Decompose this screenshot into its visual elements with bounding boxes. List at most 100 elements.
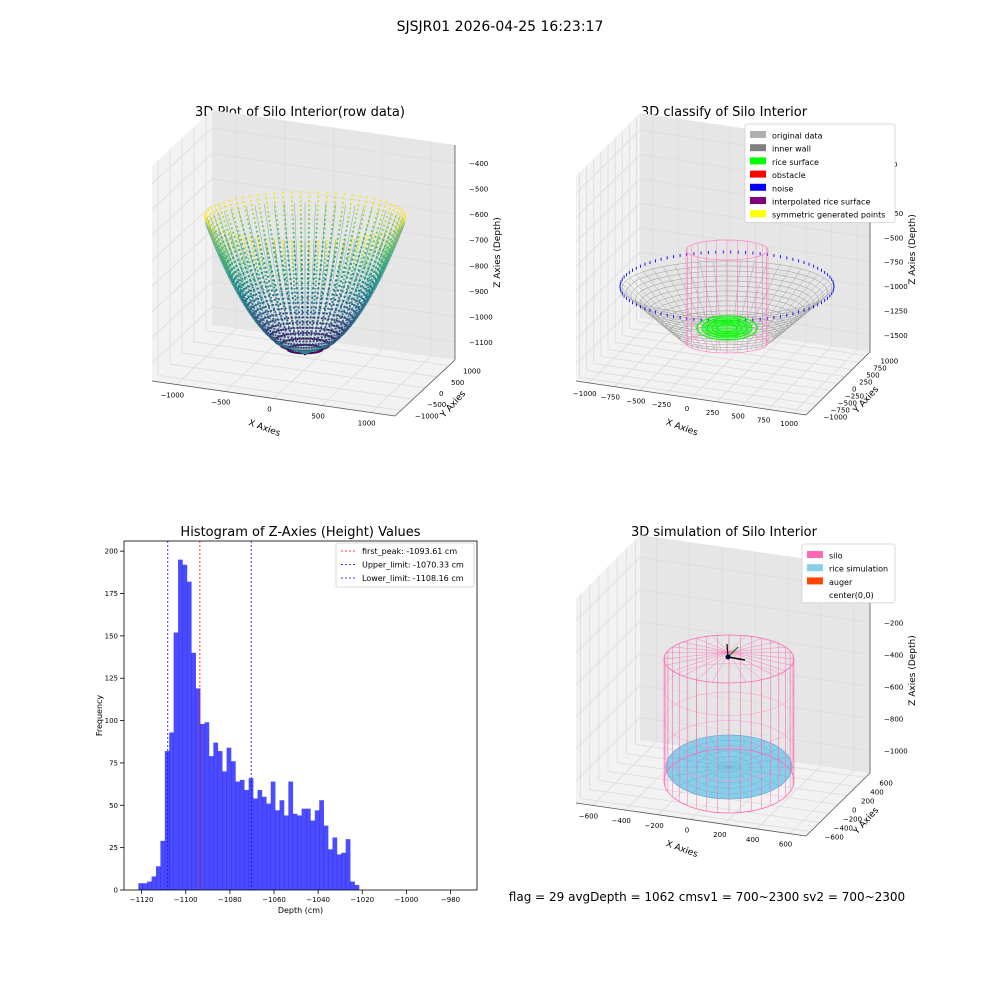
p1-point	[346, 284, 349, 287]
p1-point	[342, 197, 345, 200]
p3-x-tick-label: −1060	[262, 896, 286, 904]
p1-point	[261, 225, 264, 228]
p1-point	[346, 263, 349, 266]
p3-histogram-bar	[306, 808, 311, 890]
p1-point	[262, 288, 265, 291]
p4-y-grid	[580, 798, 811, 832]
p4-silo-roof-line	[672, 651, 730, 672]
p1-point	[325, 200, 328, 203]
p1-point	[336, 242, 339, 245]
p1-point	[301, 311, 304, 314]
p1-point	[307, 227, 310, 230]
p4-legend-box	[801, 543, 896, 604]
p1-point	[268, 326, 271, 329]
p1-point	[366, 243, 369, 246]
p1-meridian	[273, 203, 306, 355]
p1-point	[275, 214, 278, 217]
p1-point	[313, 295, 316, 298]
p1-point	[355, 294, 358, 297]
p1-point	[398, 213, 401, 216]
p1-point	[264, 238, 267, 241]
p3-histogram-bar	[147, 881, 152, 890]
p1-point	[250, 204, 253, 207]
p2-y-tick-label: −1000	[824, 414, 848, 422]
p3-y-tick-label: 100	[105, 717, 118, 725]
p1-point	[272, 294, 275, 297]
p1-point	[317, 338, 320, 341]
p2-x-tick-label: 500	[731, 413, 744, 421]
p1-point	[328, 302, 331, 306]
p4-rice-mesh-spoke	[709, 766, 730, 798]
p1-point	[261, 284, 264, 287]
p1-point	[365, 260, 368, 263]
p1-point	[267, 252, 270, 255]
p1-point	[373, 221, 376, 224]
p1-point	[264, 274, 267, 277]
p1-point	[241, 196, 244, 199]
p1-point	[370, 241, 374, 244]
p4-silo-roof-line	[728, 651, 786, 672]
p2-inner-wall-meridian	[764, 271, 811, 331]
p1-point	[325, 250, 328, 253]
p3-legend-label: Lower_limit: -1108.16 cm	[362, 574, 464, 583]
p1-meridian	[218, 212, 306, 355]
p1-point	[293, 254, 296, 257]
p1-point	[378, 203, 381, 207]
p1-point	[322, 272, 326, 275]
p2-inner-wall-meridian	[622, 291, 681, 340]
p1-point	[234, 197, 237, 201]
p1-point	[359, 236, 362, 239]
p1-point	[219, 222, 222, 225]
p1-point	[339, 280, 342, 283]
p1-point	[229, 203, 232, 207]
p1-point	[292, 273, 295, 276]
p1-point	[300, 227, 303, 230]
p1-point	[353, 221, 356, 224]
p1-point	[353, 258, 356, 261]
p2-legend-label: inner wall	[772, 145, 811, 154]
p1-point	[323, 269, 326, 272]
p1-point	[356, 274, 359, 277]
p1-point	[335, 282, 338, 285]
p1-point	[316, 209, 319, 212]
p1-point	[349, 239, 353, 242]
p3-histogram-bar	[169, 732, 174, 890]
p1-point	[230, 208, 234, 211]
p1-point	[273, 251, 276, 254]
p1-point	[338, 224, 341, 227]
p1-point	[384, 201, 387, 204]
p1-point	[307, 263, 310, 266]
p1-point	[377, 241, 380, 244]
p1-point	[273, 239, 276, 242]
p1-point	[334, 286, 337, 289]
p4-silo-roof-line	[712, 635, 730, 653]
p1-point	[301, 323, 304, 326]
p1-point	[269, 320, 272, 323]
p4-x-tick-label: 200	[713, 831, 726, 839]
p1-point	[346, 225, 349, 228]
footer-status-text: flag = 29 avgDepth = 1062 cmsv1 = 700~23…	[509, 890, 905, 904]
p1-point	[347, 296, 350, 299]
p1-point	[279, 325, 282, 328]
p3-histogram-bar	[279, 800, 285, 890]
p1-point	[247, 222, 250, 225]
p2-x-axis-label: X Axies	[664, 418, 699, 439]
p2-inner-wall-meridian	[699, 261, 716, 327]
p4-legend-label: auger	[829, 578, 853, 587]
p1-point	[291, 204, 294, 207]
p1-point	[300, 280, 303, 283]
p2-inner-wall-meridian	[767, 274, 819, 333]
p1-point	[236, 244, 239, 247]
p1-point	[329, 241, 332, 244]
p1-meridian	[304, 207, 373, 355]
p1-point	[307, 258, 310, 262]
p1-point	[284, 307, 287, 310]
p4-z-tick-label: −200	[884, 619, 903, 627]
p1-point	[355, 212, 358, 215]
p1-point	[270, 270, 274, 273]
p4-legend-swatch	[807, 577, 823, 585]
p1-point	[228, 218, 231, 221]
p4-z-grid	[575, 556, 871, 621]
p2-x-tick-label: −500	[626, 397, 645, 405]
p3-histogram-bar	[155, 866, 161, 890]
